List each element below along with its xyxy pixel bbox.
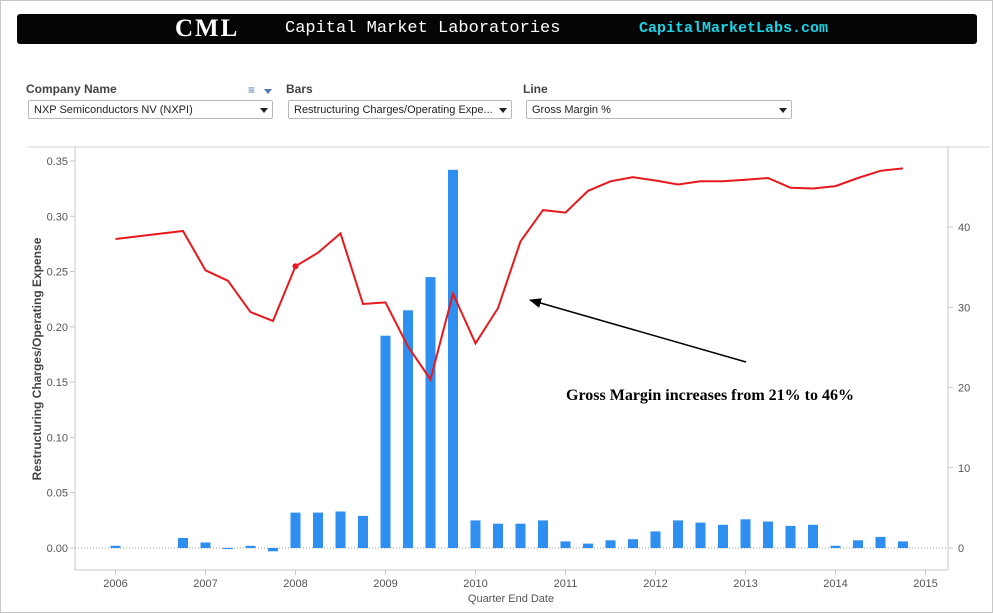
bar [245,545,256,548]
x-tick-label: 2014 [823,578,847,590]
y-tick-label: 0.20 [47,322,68,334]
x-tick-label: 2011 [554,578,578,590]
x-tick-label: 2006 [103,578,127,590]
gross-margin-line [115,167,904,382]
bar [515,523,526,548]
y2-tick-label: 30 [958,302,970,314]
y2-tick-label: 40 [958,222,970,234]
banner-site-link[interactable]: CapitalMarketLabs.com [639,20,829,37]
header-banner: CML Capital Market Laboratories CapitalM… [17,14,977,44]
line-select[interactable]: Gross Margin % [526,100,792,119]
x-tick-label: 2013 [733,578,757,590]
chevron-down-icon [779,108,787,113]
line-filter-label: Line [523,82,548,96]
bar [380,335,391,548]
bars-select[interactable]: Restructuring Charges/Operating Expe... [288,100,512,119]
bars-select-value: Restructuring Charges/Operating Expe... [294,104,493,116]
x-tick-label: 2015 [913,578,937,590]
y-tick-label: 0.30 [47,211,68,223]
bar [785,525,796,548]
y-tick-label: 0.10 [47,432,68,444]
gross-margin-point-marker [292,263,299,270]
bar [583,543,593,548]
y-tick-label: 0.05 [47,488,68,500]
bar [470,520,481,548]
bar [223,548,233,550]
y2-tick-label: 0 [958,543,964,555]
y-tick-label: 0.35 [47,156,68,168]
y-tick-label: 0.00 [47,543,68,555]
bar [650,531,661,548]
x-axis-title: Quarter End Date [468,593,554,605]
x-tick-label: 2010 [463,578,487,590]
bar [808,524,818,548]
bar [425,277,436,548]
x-tick-label: 2009 [373,578,397,590]
bar [718,524,728,548]
bar [673,520,683,548]
bar [313,512,323,548]
bar [830,545,841,548]
cml-logo: CML [175,15,240,42]
annotation-text: Gross Margin increases from 21% to 46% [566,387,854,404]
y2-tick-label: 20 [958,383,970,395]
x-tick-label: 2007 [193,578,217,590]
chevron-down-icon[interactable] [264,89,272,94]
bar [290,512,301,548]
y2-tick-label: 10 [958,463,970,475]
bars-filter-label: Bars [286,82,313,96]
annotation-arrow [529,298,747,363]
line-select-value: Gross Margin % [532,104,611,116]
company-select[interactable]: NXP Semiconductors NV (NXPI) [28,100,273,119]
bar [200,542,211,548]
bar [560,541,571,548]
bar [853,540,863,548]
banner-title: Capital Market Laboratories [285,19,561,38]
chevron-down-icon [260,108,268,113]
bar [538,520,548,548]
list-menu-icon[interactable]: ≡ [248,83,256,97]
bar [403,310,413,548]
bar [335,511,346,548]
bar [875,536,886,548]
y-tick-label: 0.25 [47,267,68,279]
bar [695,522,706,548]
bar [493,523,503,548]
bar [110,545,121,548]
y-tick-label: 0.15 [47,377,68,389]
bar [740,519,751,548]
bar [628,539,638,548]
y-axis-title: Restructuring Charges/Operating Expense [30,237,44,480]
company-filter-label: Company Name [26,82,117,96]
chevron-down-icon [499,108,507,113]
bar [178,538,188,548]
bar [605,540,616,548]
bar [268,548,278,552]
bar [358,515,368,548]
x-tick-label: 2012 [643,578,667,590]
bar [448,169,458,549]
bar [763,521,773,548]
x-tick-label: 2008 [283,578,307,590]
bar [898,541,908,548]
company-select-value: NXP Semiconductors NV (NXPI) [34,104,193,116]
